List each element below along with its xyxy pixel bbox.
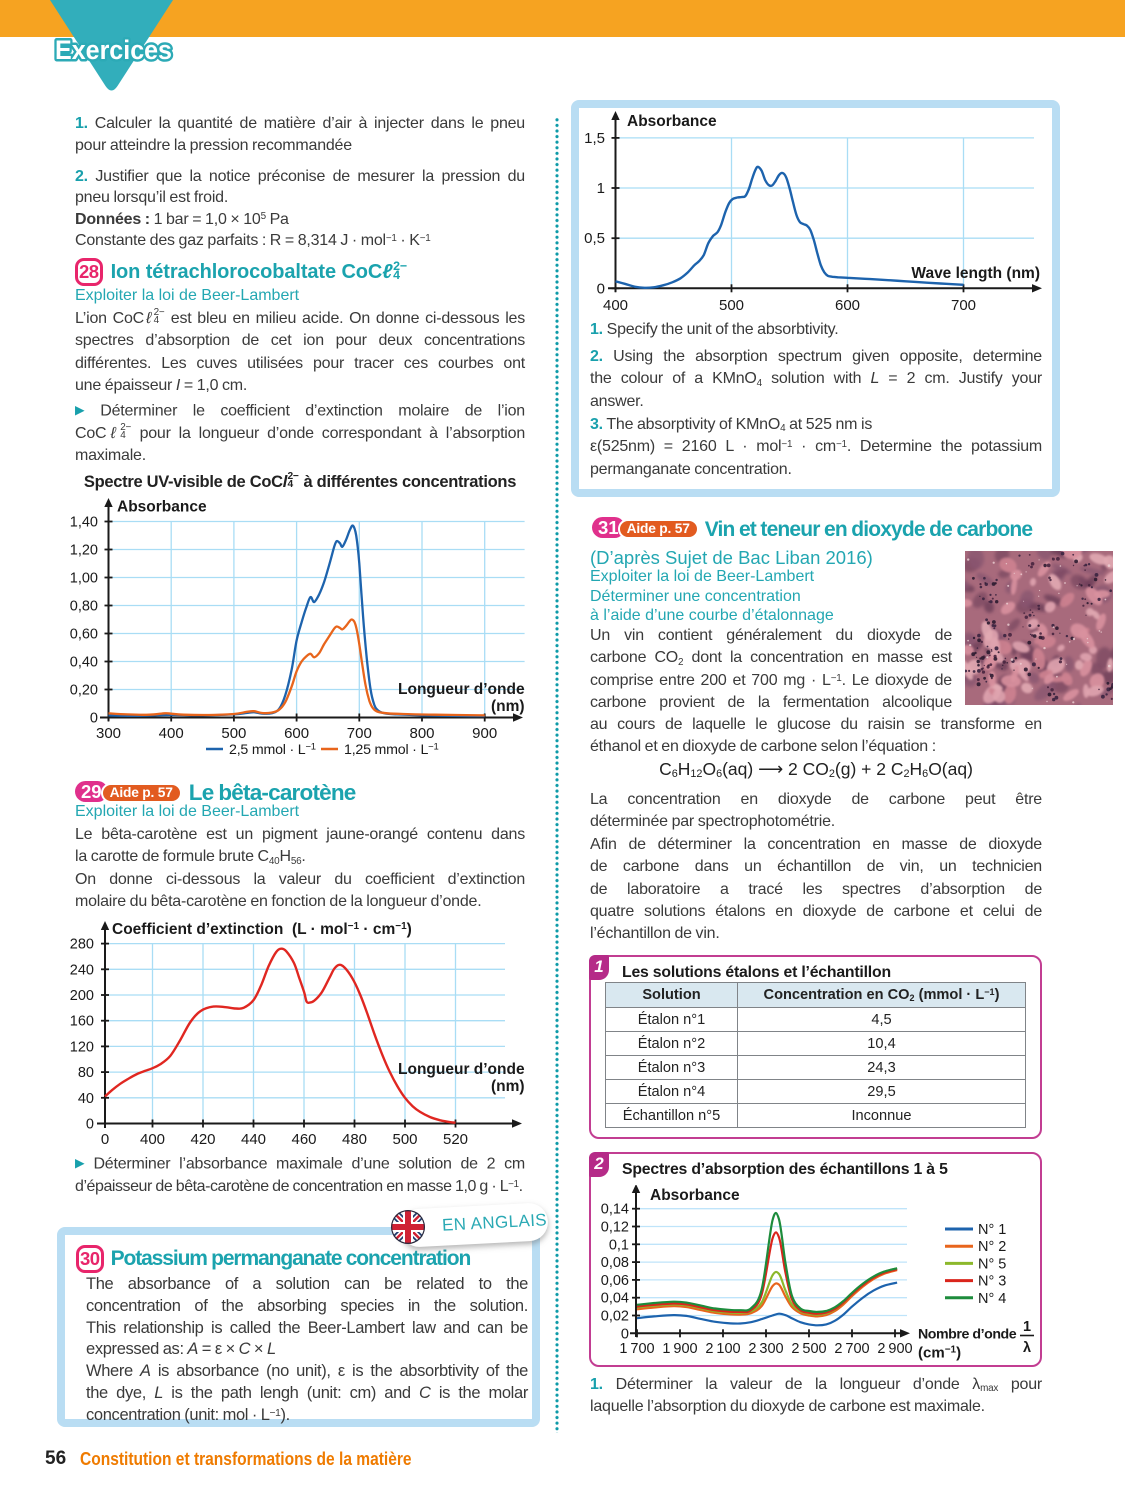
svg-text:1 900: 1 900 xyxy=(662,1341,697,1357)
svg-text:0,08: 0,08 xyxy=(601,1255,629,1271)
svg-text:300: 300 xyxy=(96,725,121,742)
svg-text:Coefficient d’extinction (L ·: Coefficient d’extinction (L · mol−1 · cm… xyxy=(112,921,412,938)
svg-text:1,25 mmol · L−1: 1,25 mmol · L−1 xyxy=(344,742,439,759)
svg-text:λ: λ xyxy=(1023,1340,1031,1356)
svg-text:700: 700 xyxy=(347,725,372,742)
svg-text:520: 520 xyxy=(443,1131,468,1148)
svg-text:(nm): (nm) xyxy=(491,1078,525,1095)
svg-text:200: 200 xyxy=(70,988,94,1004)
svg-text:0,04: 0,04 xyxy=(601,1291,629,1307)
svg-text:Absorbance: Absorbance xyxy=(117,499,207,516)
svg-text:0,40: 0,40 xyxy=(70,655,98,671)
svg-text:1,5: 1,5 xyxy=(584,130,605,147)
svg-text:0,12: 0,12 xyxy=(601,1220,629,1236)
svg-text:Exercices: Exercices xyxy=(55,35,172,65)
svg-text:2,5 mmol · L−1: 2,5 mmol · L−1 xyxy=(229,742,316,759)
svg-text:600: 600 xyxy=(284,725,309,742)
svg-text:1,00: 1,00 xyxy=(70,571,98,587)
svg-text:N° 3: N° 3 xyxy=(978,1274,1006,1290)
svg-text:N° 2: N° 2 xyxy=(978,1239,1006,1255)
svg-text:80: 80 xyxy=(78,1065,94,1081)
svg-text:900: 900 xyxy=(472,725,497,742)
svg-text:1: 1 xyxy=(597,180,605,197)
svg-text:240: 240 xyxy=(70,962,94,978)
svg-text:600: 600 xyxy=(835,297,860,314)
svg-text:1,40: 1,40 xyxy=(70,515,98,531)
svg-text:Longueur d’onde: Longueur d’onde xyxy=(398,1061,525,1078)
svg-text:480: 480 xyxy=(342,1131,367,1148)
svg-text:1 700: 1 700 xyxy=(619,1341,654,1357)
svg-text:420: 420 xyxy=(190,1131,215,1148)
svg-text:280: 280 xyxy=(70,937,94,953)
svg-text:0,5: 0,5 xyxy=(584,230,605,247)
svg-text:0: 0 xyxy=(101,1131,109,1148)
svg-text:440: 440 xyxy=(241,1131,266,1148)
svg-text:2 900: 2 900 xyxy=(877,1341,912,1357)
svg-text:400: 400 xyxy=(159,725,184,742)
svg-text:40: 40 xyxy=(78,1091,94,1107)
svg-text:0,80: 0,80 xyxy=(70,599,98,615)
svg-text:460: 460 xyxy=(291,1131,316,1148)
svg-text:0,02: 0,02 xyxy=(601,1309,629,1325)
svg-text:(cm−1): (cm−1) xyxy=(918,1345,961,1362)
svg-text:Wave length (nm): Wave length (nm) xyxy=(911,265,1040,282)
svg-text:400: 400 xyxy=(140,1131,165,1148)
svg-text:700: 700 xyxy=(951,297,976,314)
svg-text:1: 1 xyxy=(1023,1319,1031,1335)
svg-text:Absorbance: Absorbance xyxy=(627,113,717,130)
svg-text:2 100: 2 100 xyxy=(705,1341,740,1357)
svg-text:500: 500 xyxy=(392,1131,417,1148)
svg-text:800: 800 xyxy=(409,725,434,742)
svg-text:N° 1: N° 1 xyxy=(978,1222,1006,1238)
svg-text:1,20: 1,20 xyxy=(70,543,98,559)
svg-text:0,20: 0,20 xyxy=(70,683,98,699)
svg-text:N° 4: N° 4 xyxy=(978,1291,1006,1307)
svg-text:160: 160 xyxy=(70,1014,94,1030)
svg-text:0,60: 0,60 xyxy=(70,627,98,643)
svg-text:120: 120 xyxy=(70,1039,94,1055)
svg-text:N° 5: N° 5 xyxy=(978,1256,1006,1272)
svg-text:2 500: 2 500 xyxy=(791,1341,826,1357)
svg-text:0,06: 0,06 xyxy=(601,1273,629,1289)
svg-text:0,1: 0,1 xyxy=(609,1237,629,1253)
svg-text:2 300: 2 300 xyxy=(748,1341,783,1357)
svg-text:500: 500 xyxy=(221,725,246,742)
svg-text:Absorbance: Absorbance xyxy=(650,1187,740,1204)
svg-text:400: 400 xyxy=(603,297,628,314)
svg-text:Nombre d’onde: Nombre d’onde xyxy=(918,1327,1017,1343)
svg-text:0,14: 0,14 xyxy=(601,1202,629,1218)
svg-text:0: 0 xyxy=(597,280,605,297)
svg-text:0: 0 xyxy=(90,711,98,727)
svg-text:0: 0 xyxy=(621,1326,629,1342)
svg-text:2 700: 2 700 xyxy=(834,1341,869,1357)
svg-text:0: 0 xyxy=(86,1117,94,1133)
svg-text:500: 500 xyxy=(719,297,744,314)
svg-text:(nm): (nm) xyxy=(491,698,525,715)
svg-text:Longueur d’onde: Longueur d’onde xyxy=(398,681,525,698)
